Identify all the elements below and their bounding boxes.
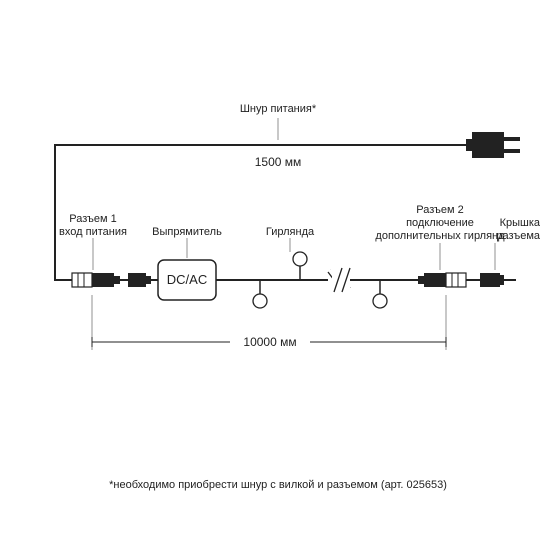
dcac-label: DC/AC: [167, 272, 207, 287]
cap-icon: [480, 273, 504, 287]
footnote-text: *необходимо приобрести шнур с вилкой и р…: [109, 479, 447, 491]
garland-diagram: Шнур питания* 1500 мм Разъем 1 вход пита…: [0, 0, 555, 555]
cord-dimension: 1500 мм: [255, 155, 302, 169]
cap-label-2: разъема: [496, 230, 540, 242]
connector2-label-1: Разъем 2: [416, 204, 464, 216]
garland-dimension-text: 10000 мм: [243, 335, 296, 349]
garland-dimension: 10000 мм: [92, 295, 446, 350]
garland-label: Гирлянда: [266, 226, 315, 238]
connector1-label-2: вход питания: [59, 226, 127, 238]
cap-label-1: Крышка: [500, 217, 541, 229]
connector2-label-2: подключение: [406, 217, 474, 229]
pre-rectifier-icon: [128, 273, 151, 287]
power-cord-label: Шнур питания*: [240, 103, 317, 115]
connector-1-icon: [72, 273, 120, 287]
connector-2-icon: [418, 273, 466, 287]
plug-icon: [466, 132, 520, 158]
rectifier-label: Выпрямитель: [152, 226, 222, 238]
connector1-label-1: Разъем 1: [69, 213, 117, 225]
connector2-label-3: дополнительных гирлянд: [375, 230, 505, 242]
